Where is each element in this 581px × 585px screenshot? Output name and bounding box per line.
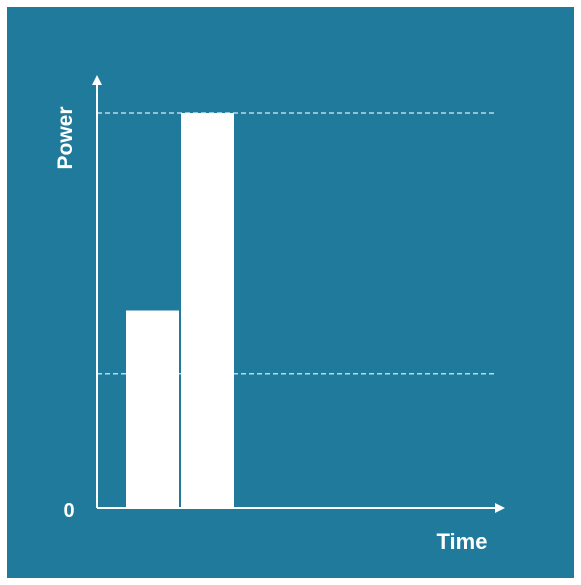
y-axis-label: Power (54, 106, 77, 169)
chart-background (7, 7, 574, 578)
x-axis-label: Time (437, 529, 488, 554)
y-tick-label: 0 (63, 500, 74, 522)
bar (126, 310, 179, 508)
bars (126, 113, 234, 508)
bar (181, 113, 234, 508)
